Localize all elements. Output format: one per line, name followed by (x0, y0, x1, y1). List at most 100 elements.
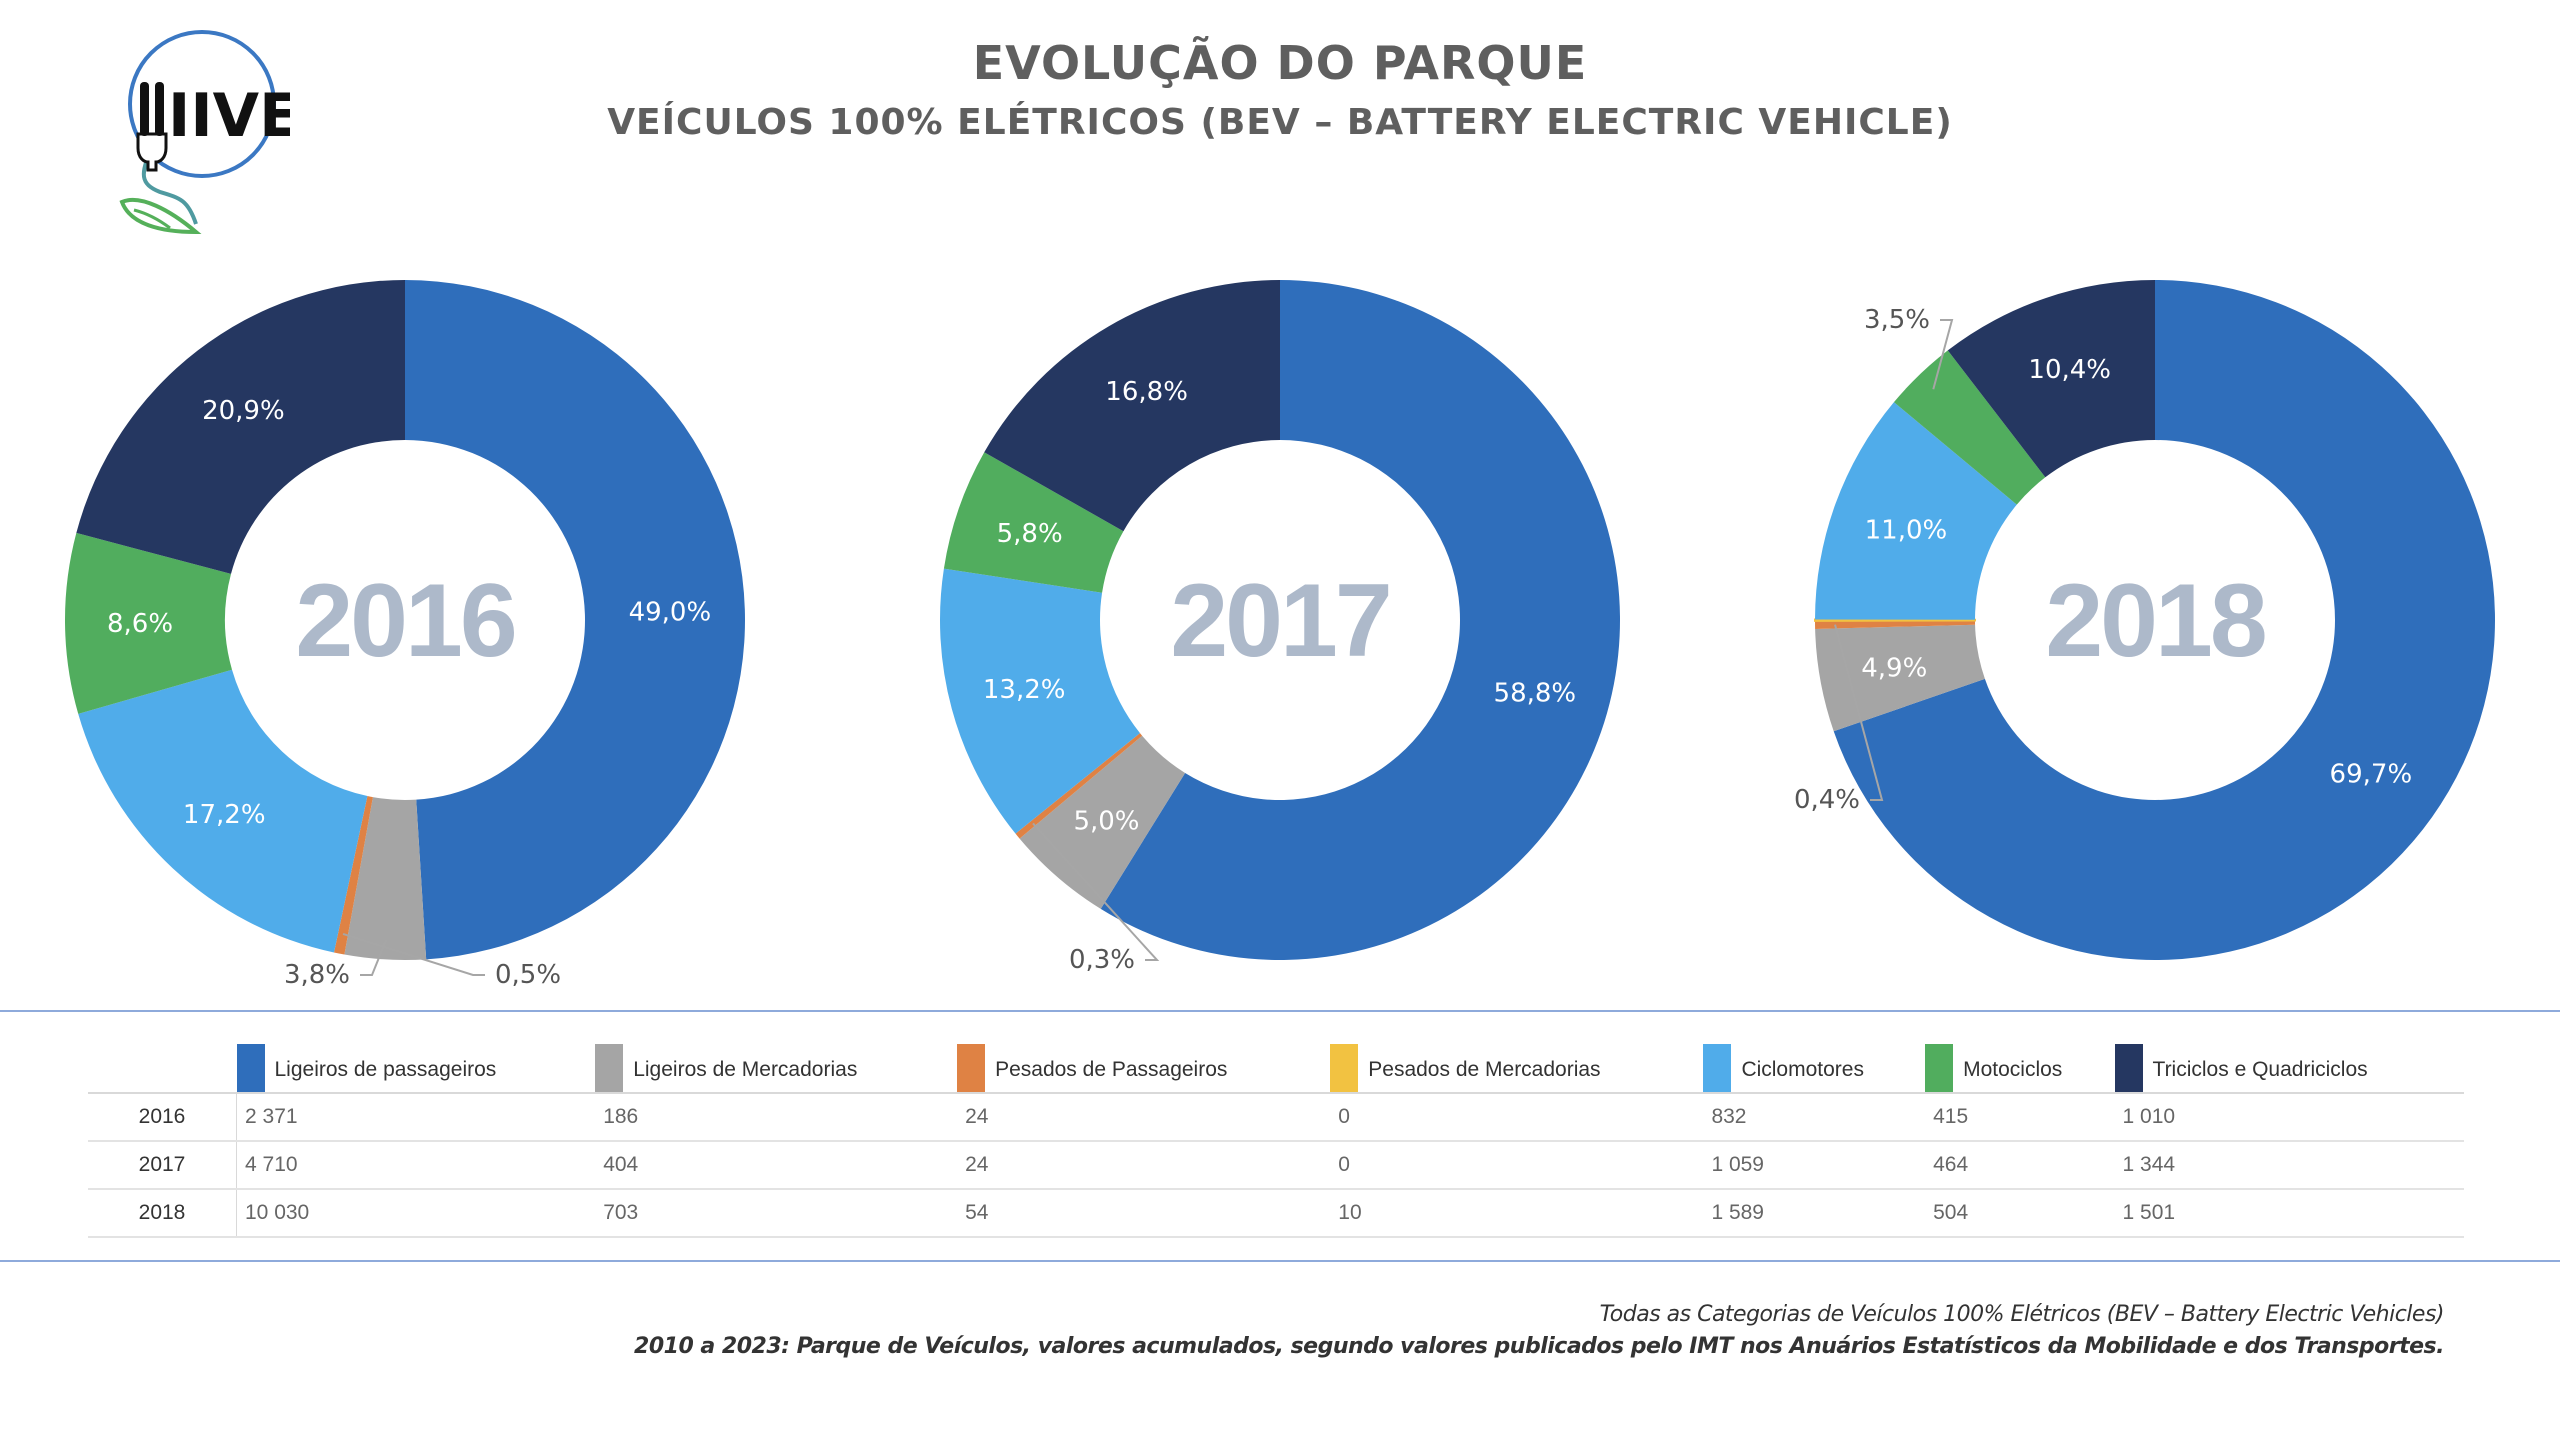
donut-slice-ligeiros-de-passageiros (1100, 280, 1621, 961)
data-label: 0,4% (1794, 785, 1860, 815)
chart-year-label: 2016 (295, 563, 515, 679)
table-cell: 54 (957, 1189, 1331, 1238)
data-label: 49,0% (629, 598, 712, 628)
table-corner (88, 1030, 237, 1094)
column-header: Ligeiros de passageiros (236, 1030, 596, 1094)
data-label: 13,2% (983, 675, 1066, 705)
plug-leaf-icon (119, 30, 276, 234)
data-label: 10,4% (2028, 355, 2111, 385)
table-cell: 2 371 (236, 1093, 596, 1142)
donut-slice-triciclos-e-quadriciclos (984, 280, 1280, 532)
data-label: 17,2% (183, 800, 266, 830)
donut-slice-triciclos-e-quadriciclos (76, 280, 405, 574)
data-label: 20,9% (202, 396, 285, 426)
leader-line (1032, 822, 1160, 961)
data-table: Ligeiros de passageiros Ligeiros de Merc… (88, 1030, 2464, 1238)
data-label: 0,5% (495, 960, 561, 990)
page-title: EVOLUÇÃO DO PARQUE (972, 36, 1588, 90)
column-header: Motociclos (1925, 1030, 2115, 1094)
donut-chart-2017: 58,8% 5,0% 0,3% 13,2% 5,8% 16,8% 2017 (940, 280, 1621, 975)
donut-slice-ciclomotores (940, 568, 1140, 834)
table-row: 2018 10 030 703 54 10 1 589 504 1 501 (88, 1189, 2464, 1238)
table-cell: 10 (1330, 1189, 1704, 1238)
table-header-row: Ligeiros de passageiros Ligeiros de Merc… (88, 1030, 2464, 1094)
legend-swatch (1330, 1044, 1359, 1092)
page-subtitle: VEÍCULOS 100% ELÉTRICOS (BEV – BATTERY E… (607, 102, 1953, 143)
row-year: 2017 (88, 1141, 237, 1190)
table-row: 2016 2 371 186 24 0 832 415 1 010 (88, 1093, 2464, 1142)
divider-bottom (0, 1260, 2560, 1262)
footnote-source: 2010 a 2023: Parque de Veículos, valores… (634, 1334, 2444, 1359)
table-cell: 24 (957, 1093, 1331, 1142)
footnote-categories: Todas as Categorias de Veículos 100% Elé… (1599, 1302, 2445, 1327)
logo: IIVE (119, 30, 290, 234)
legend-swatch (595, 1044, 624, 1092)
table-row: 2017 4 710 404 24 0 1 059 464 1 344 (88, 1141, 2464, 1190)
table-cell: 1 501 (2114, 1189, 2464, 1238)
donut-slice-motociclos (1893, 350, 2046, 505)
leader-line (1932, 319, 1954, 390)
donut-slice-motociclos (65, 532, 233, 714)
table-cell: 703 (595, 1189, 958, 1238)
legend-swatch (2114, 1044, 2143, 1092)
table-cell: 464 (1925, 1141, 2115, 1190)
donut-chart-2016: 49,0% 3,8% 0,5% 17,2% 8,6% 20,9% 2016 (65, 280, 745, 990)
logo-text: IIVE (168, 81, 290, 151)
leader-line (360, 939, 388, 976)
donut-slice-pesados-de-passageiros (1815, 620, 1976, 629)
column-header: Pesados de Passageiros (957, 1030, 1331, 1094)
donut-slice-ligeiros-de-mercadorias (1815, 624, 1985, 732)
table-cell: 0 (1330, 1093, 1704, 1142)
data-label: 3,5% (1864, 305, 1930, 335)
legend-swatch (957, 1044, 986, 1092)
donut-slice-pesados-de-passageiros (1015, 733, 1143, 839)
legend-swatch (236, 1044, 265, 1092)
donut-slice-motociclos (943, 452, 1124, 593)
leader-line (1834, 624, 1884, 801)
legend-swatch (1925, 1044, 1954, 1092)
donut-slice-ligeiros-de-mercadorias (344, 797, 427, 960)
table-cell: 1 589 (1703, 1189, 1926, 1238)
data-label: 0,3% (1069, 945, 1135, 975)
data-label: 8,6% (107, 609, 173, 639)
table-cell: 4 710 (236, 1141, 596, 1190)
table-cell: 404 (595, 1141, 958, 1190)
data-label: 5,0% (1073, 806, 1139, 836)
chart-year-label: 2018 (2045, 563, 2265, 679)
table-cell: 24 (957, 1141, 1331, 1190)
donut-chart-2018: 69,7% 4,9% 0,4% 11,0% 3,5% 10,4% 2018 (1794, 280, 2495, 961)
leader-line (342, 932, 485, 976)
chart-year-label: 2017 (1170, 563, 1389, 679)
table-cell: 415 (1925, 1093, 2115, 1142)
column-header: Triciclos e Quadriciclos (2114, 1030, 2464, 1094)
data-label: 11,0% (1865, 516, 1948, 546)
donut-slice-pesados-de-passageiros (333, 796, 373, 955)
column-header: Pesados de Mercadorias (1330, 1030, 1704, 1094)
data-label: 58,8% (1494, 679, 1577, 709)
divider-top (0, 1010, 2560, 1012)
data-label: 4,9% (1861, 653, 1927, 683)
data-label: 69,7% (2330, 760, 2413, 790)
row-year: 2016 (88, 1093, 237, 1142)
donut-slice-ligeiros-de-mercadorias (1019, 735, 1186, 909)
donut-slice-ligeiros-de-passageiros (1833, 280, 2495, 961)
table-cell: 1 344 (2114, 1141, 2464, 1190)
row-year: 2018 (88, 1189, 237, 1238)
data-label: 3,8% (284, 960, 350, 990)
table-cell: 0 (1330, 1141, 1704, 1190)
data-label: 16,8% (1105, 377, 1188, 407)
table-cell: 832 (1703, 1093, 1926, 1142)
table-cell: 504 (1925, 1189, 2115, 1238)
donut-slice-ciclomotores (1815, 402, 2017, 620)
table-cell: 1 059 (1703, 1141, 1926, 1190)
table-cell: 10 030 (236, 1189, 596, 1238)
donut-slice-ciclomotores (78, 669, 368, 953)
table-cell: 1 010 (2114, 1093, 2464, 1142)
table-cell: 186 (595, 1093, 958, 1142)
donut-slice-ligeiros-de-passageiros (405, 280, 745, 960)
donut-charts: 49,0% 3,8% 0,5% 17,2% 8,6% 20,9% 2016 58,8% 5,0… (65, 280, 2495, 990)
column-header: Ciclomotores (1703, 1030, 1926, 1094)
data-label: 5,8% (997, 519, 1063, 549)
donut-slice-triciclos-e-quadriciclos (1947, 280, 2155, 478)
column-header: Ligeiros de Mercadorias (595, 1030, 958, 1094)
